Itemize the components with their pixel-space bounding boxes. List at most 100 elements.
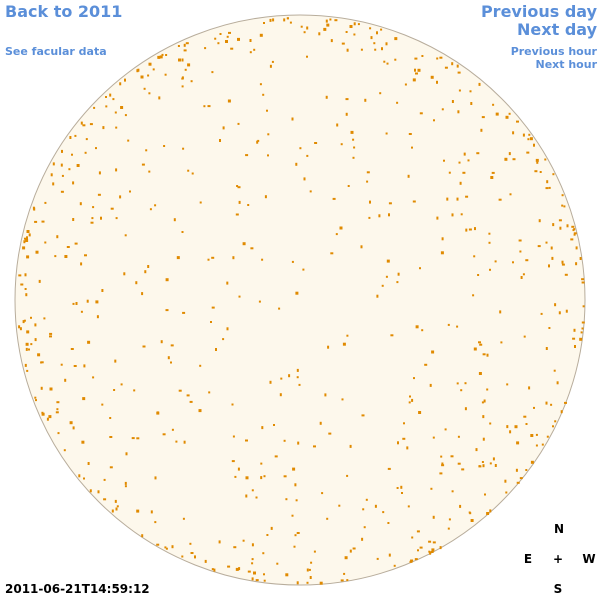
facular-link[interactable]: See facular data	[5, 45, 107, 58]
facula	[321, 492, 324, 495]
facula	[340, 143, 343, 146]
facula	[429, 383, 432, 387]
facula	[525, 469, 528, 471]
facula	[481, 116, 485, 119]
facula	[560, 410, 563, 414]
facula	[522, 133, 525, 137]
facula	[441, 108, 444, 111]
facula	[332, 197, 336, 200]
facula	[364, 98, 367, 102]
facula	[397, 441, 399, 445]
facula	[230, 47, 234, 50]
prev-day-link[interactable]: Previous day	[480, 2, 597, 21]
facula	[187, 63, 191, 67]
facula	[23, 319, 26, 322]
compass-n: N	[553, 522, 565, 536]
facula	[579, 337, 583, 341]
facula	[105, 96, 107, 98]
facula	[257, 139, 260, 142]
facula	[296, 532, 300, 534]
facula	[341, 42, 345, 45]
facula	[414, 68, 416, 72]
facula	[441, 237, 444, 241]
facula	[407, 505, 410, 508]
facula	[24, 363, 27, 367]
facula	[564, 401, 567, 404]
facula	[154, 521, 157, 524]
facula	[540, 312, 543, 315]
facula	[215, 348, 217, 351]
facula	[80, 310, 83, 313]
facula	[327, 345, 330, 349]
facula	[417, 549, 419, 552]
facula	[283, 439, 286, 442]
facula	[263, 475, 266, 478]
next-hour-link[interactable]: Next hour	[535, 58, 598, 71]
facula	[561, 204, 564, 207]
facula	[342, 342, 346, 346]
facula	[176, 256, 180, 260]
facula	[478, 82, 481, 86]
facula	[464, 382, 467, 385]
facula	[170, 344, 174, 347]
facula	[319, 421, 322, 425]
facula	[393, 564, 396, 567]
back-link[interactable]: Back to 2011	[5, 2, 123, 21]
facula	[266, 534, 269, 536]
facula	[131, 437, 135, 440]
facula	[269, 64, 272, 68]
facula	[419, 546, 423, 549]
next-day-link[interactable]: Next day	[517, 20, 597, 39]
facula	[489, 509, 492, 513]
facula	[303, 177, 306, 181]
facula	[103, 478, 106, 481]
facula	[165, 278, 169, 282]
facula	[127, 139, 130, 142]
facula	[54, 255, 57, 258]
facula	[28, 233, 31, 237]
facula	[473, 255, 476, 258]
facula	[231, 403, 234, 406]
facula	[69, 421, 73, 425]
facula	[269, 380, 272, 384]
facula	[49, 387, 53, 391]
facula	[211, 71, 214, 74]
facula	[306, 154, 309, 157]
facula	[204, 559, 207, 563]
facula	[83, 477, 85, 480]
facula	[182, 311, 186, 314]
facula	[48, 415, 52, 419]
facula	[145, 149, 148, 152]
facula	[52, 162, 55, 166]
facula	[270, 526, 273, 530]
facula	[573, 233, 576, 236]
facula	[400, 485, 403, 489]
facula	[512, 261, 514, 264]
facula	[412, 78, 416, 82]
facula	[548, 327, 551, 329]
facula	[376, 557, 379, 560]
facula	[365, 498, 368, 501]
facula	[410, 559, 414, 562]
facula	[506, 425, 509, 429]
facula	[504, 157, 508, 161]
facula	[330, 252, 334, 255]
facula	[479, 343, 483, 346]
facula	[500, 341, 503, 344]
facula	[120, 383, 123, 386]
facula	[448, 171, 451, 174]
compass-s: S	[553, 582, 563, 596]
facula	[207, 258, 210, 261]
facula	[263, 573, 265, 576]
facula	[515, 468, 518, 472]
facula	[72, 218, 75, 221]
facula	[237, 122, 240, 125]
facula	[309, 190, 312, 193]
prev-hour-link[interactable]: Previous hour	[510, 45, 597, 58]
facula	[482, 437, 485, 441]
facula	[579, 257, 582, 260]
facula	[458, 161, 461, 164]
facula	[489, 268, 491, 271]
facula	[182, 147, 185, 150]
facula	[468, 511, 471, 514]
